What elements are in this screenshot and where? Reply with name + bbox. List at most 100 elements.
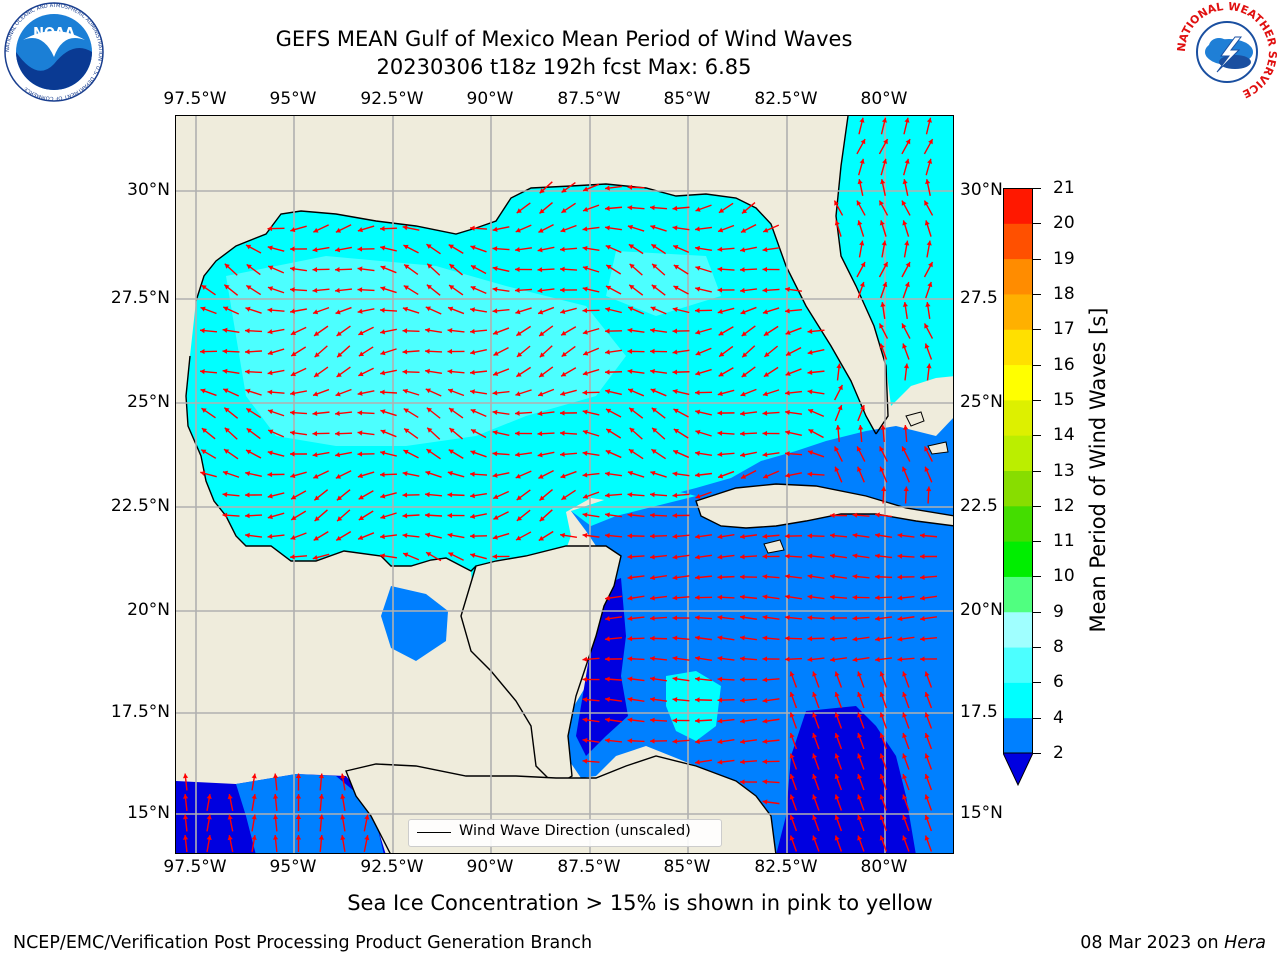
wind-wave-arrowhead <box>673 285 679 291</box>
wind-wave-arrowhead <box>312 555 318 561</box>
wind-wave-arrowhead <box>718 208 725 213</box>
wind-wave-arrowhead <box>650 696 655 703</box>
wind-wave-arrowhead <box>740 410 745 417</box>
lat-tick-left: 30°N <box>127 180 170 200</box>
wind-wave-arrowhead <box>380 370 386 376</box>
wind-wave-arrowhead <box>560 451 565 457</box>
wind-wave-arrowhead <box>492 226 498 232</box>
wind-wave-arrowhead <box>920 553 925 560</box>
wind-wave-arrowhead <box>404 264 410 270</box>
wind-wave-arrowhead <box>470 450 476 456</box>
wind-wave-arrowhead <box>492 266 498 272</box>
wind-wave-arrowhead <box>902 466 907 472</box>
colorbar-tick-mark <box>1033 505 1041 507</box>
wind-wave-arrowhead <box>605 205 610 211</box>
wind-wave-arrowhead <box>251 835 257 841</box>
wind-wave-arrowhead <box>516 352 523 357</box>
wind-wave-arrowhead <box>695 697 700 703</box>
wind-wave-arrowhead <box>628 244 635 249</box>
wind-wave-arrowhead <box>273 773 279 779</box>
deep-water-region <box>576 578 628 756</box>
wind-wave-arrowhead <box>785 409 790 416</box>
wind-wave-arrowhead <box>650 533 655 539</box>
wind-wave-arrowhead <box>314 331 320 336</box>
wind-wave-arrowhead <box>830 615 835 621</box>
wind-wave-arrowhead <box>560 532 565 538</box>
wind-wave-arrowhead <box>357 430 363 436</box>
wind-wave-arrowhead <box>920 656 925 662</box>
wind-wave-arrowhead <box>852 657 858 663</box>
date-host: Hera <box>1224 933 1266 953</box>
wind-wave-arrowhead <box>785 573 790 580</box>
wind-wave-arrowhead <box>717 246 723 252</box>
wind-wave-arrowhead <box>852 636 858 642</box>
wind-wave-arrowhead <box>695 350 701 356</box>
wind-wave-arrowhead <box>425 532 431 538</box>
wind-wave-arrowhead <box>200 348 205 355</box>
wind-wave-arrowhead <box>539 495 545 501</box>
date-prefix: 08 Mar 2023 on <box>1080 933 1225 953</box>
wind-wave-arrowhead <box>742 352 748 358</box>
wind-wave-arrowhead <box>537 431 543 437</box>
wind-wave-arrowhead <box>857 220 863 226</box>
wind-wave-arrowhead <box>627 492 633 498</box>
wind-wave-arrowhead <box>200 388 206 394</box>
wind-wave-arrowhead <box>357 451 363 457</box>
wind-wave-arrowhead <box>785 390 790 396</box>
wind-wave-arrowhead <box>762 451 768 458</box>
wind-wave-arrowhead <box>605 389 611 395</box>
wind-wave-arrowhead <box>245 532 250 539</box>
wind-wave-arrowhead <box>561 330 567 336</box>
wind-wave-arrowhead <box>425 470 431 476</box>
wind-wave-arrowhead <box>357 473 363 479</box>
wind-wave-arrowhead <box>200 369 205 375</box>
wind-wave-arrowhead <box>650 635 655 641</box>
wind-wave-arrowhead <box>402 328 408 334</box>
wind-wave-arrowhead <box>403 244 409 250</box>
wind-wave-arrowhead <box>879 692 885 698</box>
wind-wave-arrowhead <box>789 815 795 821</box>
wind-wave-arrowhead <box>672 389 678 395</box>
chart-subtitle: 20230306 t18z 192h fcst Max: 6.85 <box>376 55 752 79</box>
wind-wave-arrowhead <box>470 389 475 395</box>
wind-wave-arrowhead <box>605 245 611 250</box>
wind-wave-arrowhead <box>627 554 633 560</box>
wind-wave-arrowhead <box>672 492 678 498</box>
wind-wave-arrowhead <box>340 773 346 779</box>
colorbar-segment <box>1003 258 1033 295</box>
wind-wave-arrowhead <box>222 512 228 518</box>
wind-wave-arrowhead <box>537 410 543 417</box>
wind-wave-arrowhead <box>785 451 790 457</box>
wind-wave-arrowhead <box>672 655 678 662</box>
colorbar-tick-label: 19 <box>1053 248 1075 269</box>
wind-wave-arrowhead <box>651 449 657 454</box>
wind-wave-arrowhead <box>807 615 813 621</box>
wind-wave-arrowhead <box>447 492 453 498</box>
wind-wave-arrowhead <box>224 427 230 433</box>
wind-wave-arrowhead <box>493 330 499 335</box>
wind-wave-arrowhead <box>880 179 886 185</box>
colorbar-segment <box>1003 717 1033 754</box>
wind-wave-arrowhead <box>425 368 430 374</box>
colorbar-tick-label: 14 <box>1053 425 1075 446</box>
wind-wave-arrowhead <box>539 352 545 358</box>
chart-title: GEFS MEAN Gulf of Mexico Mean Period of … <box>275 27 853 51</box>
wind-wave-arrowhead <box>901 200 907 206</box>
wind-wave-arrowhead <box>627 738 633 744</box>
noaa-logo: NOAA NATIONAL OCEANIC AND ATMOSPHERIC AD… <box>3 2 105 106</box>
wind-wave-arrowhead <box>582 409 588 415</box>
wind-wave-arrowhead <box>582 737 588 744</box>
wind-wave-arrowhead <box>904 240 910 246</box>
wind-wave-arrowhead <box>924 323 929 329</box>
wind-wave-arrowhead <box>812 815 818 821</box>
wind-wave-arrowhead <box>875 656 880 663</box>
wind-wave-arrowhead <box>695 226 700 232</box>
wind-wave-arrowhead <box>902 343 908 349</box>
wind-wave-arrowhead <box>290 410 295 416</box>
wind-wave-arrowhead <box>312 431 318 437</box>
wind-wave-arrowhead <box>673 264 679 270</box>
wind-wave-arrowhead <box>740 554 745 560</box>
wind-wave-arrowhead <box>290 430 295 436</box>
wind-wave-arrowhead <box>835 425 841 430</box>
wind-wave-arrowhead <box>605 616 610 622</box>
